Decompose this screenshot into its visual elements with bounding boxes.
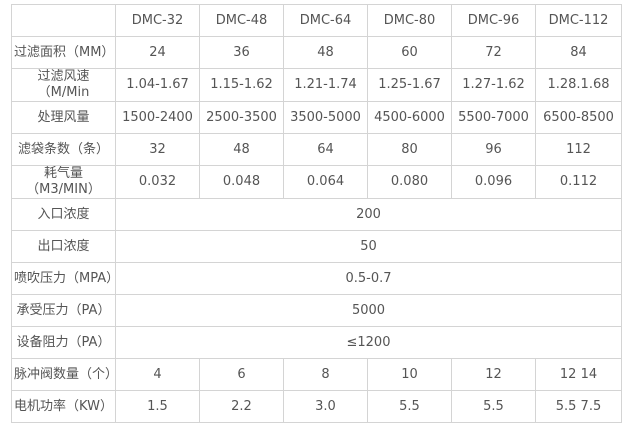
table-cell: 2.2: [199, 390, 284, 423]
table-cell: 72: [451, 36, 536, 69]
table-cell: 1.04-1.67: [115, 68, 200, 102]
table-cell: 1.25-1.67: [367, 68, 452, 102]
table-span-cell: 200: [115, 198, 622, 231]
row-label-text: 过滤风速: [37, 69, 90, 85]
row-label-text: 喷吹压力（MPA）: [14, 270, 116, 286]
table-cell: 96: [451, 133, 536, 166]
row-label: 脉冲阀数量（个）: [11, 358, 116, 391]
row-label-text: 出口浓度: [37, 238, 90, 254]
table-row-bag-count: 滤袋条数（条） 32 48 64 80 96 112: [11, 133, 622, 166]
table-cell: 24: [115, 36, 200, 69]
table-row-air-volume: 处理风量 1500-2400 2500-3500 3500-5000 4500-…: [11, 101, 622, 134]
table-cell: 1.28.1.68: [535, 68, 622, 102]
table-row-inlet-concentration: 入口浓度 200: [11, 198, 622, 231]
table-cell: 36: [199, 36, 284, 69]
table-cell: 5.5: [367, 390, 452, 423]
table-cell: 6: [199, 358, 284, 391]
row-label: 喷吹压力（MPA）: [11, 262, 116, 295]
table-cell: 32: [115, 133, 200, 166]
table-cell: 60: [367, 36, 452, 69]
table-row-filter-area: 过滤面积（MM） 24 36 48 60 72 84: [11, 36, 622, 69]
row-label: 过滤面积（MM）: [11, 36, 116, 69]
table-cell: 3.0: [283, 390, 368, 423]
header-cell-dmc-80: DMC-80: [367, 4, 452, 37]
table-span-cell: 5000: [115, 294, 622, 327]
row-label-subtext: （M/Min: [37, 85, 90, 100]
row-label-text: 设备阻力（PA）: [16, 334, 111, 350]
table-cell: 8: [283, 358, 368, 391]
row-label: 滤袋条数（条）: [11, 133, 116, 166]
row-label: 设备阻力（PA）: [11, 326, 116, 359]
header-cell-dmc-32: DMC-32: [115, 4, 200, 37]
header-cell-dmc-64: DMC-64: [283, 4, 368, 37]
table-cell: 112: [535, 133, 622, 166]
row-label: 出口浓度: [11, 230, 116, 263]
row-label: 电机功率（KW）: [11, 390, 116, 423]
table-cell: 0.048: [199, 165, 284, 199]
header-cell-dmc-48: DMC-48: [199, 4, 284, 37]
table-row-outlet-concentration: 出口浓度 50: [11, 230, 622, 263]
table-row-withstand-pressure: 承受压力（PA） 5000: [11, 294, 622, 327]
table-row-equipment-resistance: 设备阻力（PA） ≤1200: [11, 326, 622, 359]
table-cell: 1500-2400: [115, 101, 200, 134]
table-cell: 0.112: [535, 165, 622, 199]
table-cell: 48: [199, 133, 284, 166]
table-cell: 0.032: [115, 165, 200, 199]
row-label-text: 电机功率（KW）: [14, 398, 113, 414]
row-label: 过滤风速 （M/Min: [11, 68, 116, 102]
table-cell: 1.5: [115, 390, 200, 423]
row-label-subtext: （M3/MIN）: [26, 182, 101, 197]
table-cell: 48: [283, 36, 368, 69]
row-label: 处理风量: [11, 101, 116, 134]
table-cell: 10: [367, 358, 452, 391]
table-span-cell: 50: [115, 230, 622, 263]
table-cell: 1.27-1.62: [451, 68, 536, 102]
row-label: 承受压力（PA）: [11, 294, 116, 327]
table-cell: 12: [451, 358, 536, 391]
header-cell-dmc-112: DMC-112: [535, 4, 622, 37]
spec-table: DMC-32 DMC-48 DMC-64 DMC-80 DMC-96 DMC-1…: [11, 4, 622, 423]
table-cell: 3500-5000: [283, 101, 368, 134]
table-row-filter-velocity: 过滤风速 （M/Min 1.04-1.67 1.15-1.62 1.21-1.7…: [11, 68, 622, 102]
table-cell: 4500-6000: [367, 101, 452, 134]
row-label-text: 入口浓度: [37, 206, 90, 222]
table-row-pulse-valve-count: 脉冲阀数量（个） 4 6 8 10 12 12 14: [11, 358, 622, 391]
table-span-cell: 0.5-0.7: [115, 262, 622, 295]
table-cell: 80: [367, 133, 452, 166]
table-cell: 84: [535, 36, 622, 69]
table-cell: 5500-7000: [451, 101, 536, 134]
table-cell: 2500-3500: [199, 101, 284, 134]
table-cell: 64: [283, 133, 368, 166]
table-row-blowing-pressure: 喷吹压力（MPA） 0.5-0.7: [11, 262, 622, 295]
table-cell: 0.064: [283, 165, 368, 199]
table-cell: 1.15-1.62: [199, 68, 284, 102]
table-cell: 12 14: [535, 358, 622, 391]
row-label-text: 承受压力（PA）: [16, 302, 111, 318]
row-label-text: 滤袋条数（条）: [17, 141, 109, 157]
row-label-text: 耗气量: [43, 166, 83, 182]
table-cell: 4: [115, 358, 200, 391]
row-label-text: 过滤面积（MM）: [14, 44, 115, 60]
table-cell: 1.21-1.74: [283, 68, 368, 102]
row-label: 耗气量 （M3/MIN）: [11, 165, 116, 199]
header-cell-corner: [11, 4, 116, 37]
row-label: 入口浓度: [11, 198, 116, 231]
table-span-cell: ≤1200: [115, 326, 622, 359]
row-label-text: 脉冲阀数量（个）: [14, 366, 116, 382]
table-cell: 0.080: [367, 165, 452, 199]
table-row-motor-power: 电机功率（KW） 1.5 2.2 3.0 5.5 5.5 5.5 7.5: [11, 390, 622, 423]
table-row-air-consumption: 耗气量 （M3/MIN） 0.032 0.048 0.064 0.080 0.0…: [11, 165, 622, 199]
table-cell: 5.5 7.5: [535, 390, 622, 423]
table-cell: 6500-8500: [535, 101, 622, 134]
header-cell-dmc-96: DMC-96: [451, 4, 536, 37]
table-cell: 0.096: [451, 165, 536, 199]
row-label-text: 处理风量: [37, 109, 90, 125]
table-cell: 5.5: [451, 390, 536, 423]
header-row: DMC-32 DMC-48 DMC-64 DMC-80 DMC-96 DMC-1…: [11, 4, 622, 37]
